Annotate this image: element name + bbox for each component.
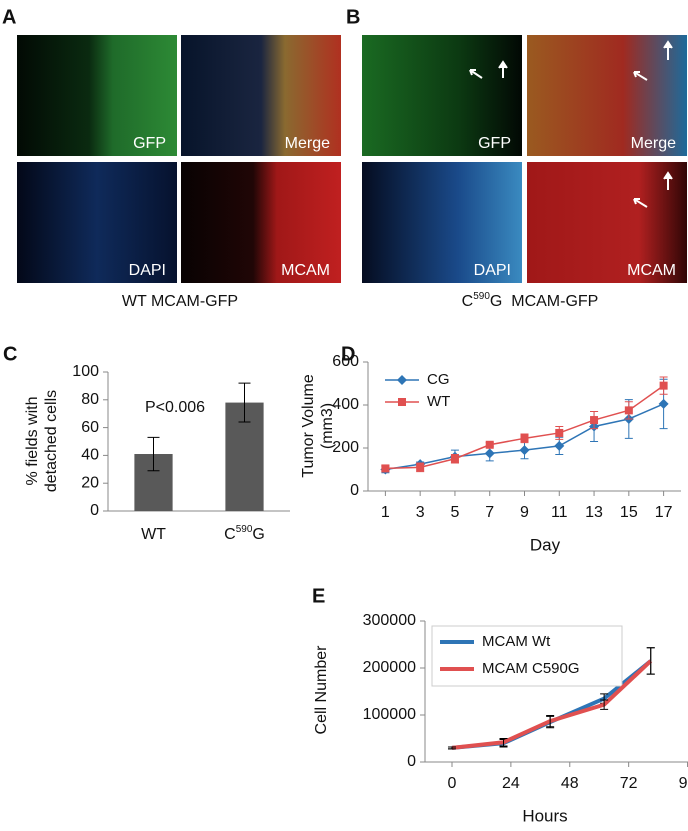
error-bar [646,647,655,675]
error-bar [546,714,555,728]
marker [624,406,633,415]
panel-label: E [312,585,325,607]
marker [485,440,494,449]
y-axis-label: Tumor Volume (mm3) [300,374,336,478]
y-label-line: Tumor Volume [300,374,317,478]
marker [659,381,668,390]
caption: C590G MCAM-GFP [462,291,599,311]
y-label-line: detached cells [43,390,60,492]
image-label: MCAM [281,262,330,279]
x-tick-label: 5 [450,504,459,521]
y-label-line: Cell Number [313,645,330,735]
micrograph [362,35,522,156]
micrograph [181,162,341,283]
error-bar [600,699,609,710]
panel-label: C [3,343,17,365]
marker [658,398,669,409]
x-tick-label: 3 [416,504,425,521]
marker [554,440,565,451]
y-tick-label: 80 [81,391,99,408]
y-tick-label: 200 [332,439,359,456]
micrograph [181,35,341,156]
image-label: GFP [133,135,166,152]
caption: WT MCAM-GFP [122,293,238,310]
error-bar [499,738,508,747]
x-tick-label: 96 [679,775,688,792]
x-tick-label: 13 [585,504,603,521]
marker [397,375,407,385]
image-label: MCAM [627,262,676,279]
x-tick-label: 48 [561,775,579,792]
image-label: GFP [478,135,511,152]
x-tick-label: 9 [520,504,529,521]
caption-sup: 590 [473,291,490,302]
image-label: DAPI [474,262,511,279]
error-bar [147,436,160,472]
micrograph [527,35,687,156]
x-tick-label: WT [141,526,166,543]
y-tick-label: 100 [72,363,99,380]
legend-box [431,625,623,687]
y-tick-label: 600 [332,353,359,370]
y-tick-label: 200000 [363,659,416,676]
arrows [469,40,673,208]
x-tick-label: 72 [620,775,638,792]
y-tick-label: 60 [81,419,99,436]
x-tick-label: 24 [502,775,520,792]
micrograph [17,35,177,156]
panel-label: A [2,6,16,28]
micrograph [362,162,522,283]
x-tick-label: 17 [655,504,673,521]
marker [416,463,425,472]
x-tick-label: 0 [448,775,457,792]
x-tick-label: C590G [224,524,265,544]
x-tick-part: C [224,526,236,543]
annotation: P<0.006 [145,399,205,416]
y-tick-label: 100000 [363,706,416,723]
x-axis-label: Hours [522,806,567,825]
micrograph [527,162,687,283]
error-bar [447,746,456,750]
legend-label: MCAM Wt [482,633,551,650]
x-tick-label: 7 [485,504,494,521]
legend-label: CG [427,371,450,388]
error-bar [238,382,251,423]
y-axis-label: Cell Number [313,645,330,735]
y-axis-label: % fields with detached cells [24,390,60,492]
panel-label: D [341,343,355,365]
x-axis-label: Day [530,535,561,554]
legend-label: MCAM C590G [482,660,580,677]
marker [590,416,599,425]
marker [450,454,459,463]
y-tick-label: 300000 [363,612,416,629]
panel-label: B [346,6,360,28]
marker [398,398,406,406]
image-label: DAPI [129,262,166,279]
x-tick-label: 11 [551,504,568,521]
micrograph [17,162,177,283]
y-tick-label: 40 [81,447,99,464]
caption-part: C [462,293,474,310]
y-tick-label: 0 [350,482,359,499]
x-tick-sup: 590 [236,524,253,535]
caption-part: G MCAM-GFP [490,293,598,310]
y-tick-label: 400 [332,396,359,413]
marker [520,434,529,443]
y-tick-label: 0 [407,753,416,770]
x-tick-part: G [252,526,264,543]
y-tick-label: 20 [81,474,99,491]
y-label-line: % fields with [24,397,41,486]
marker [484,448,495,459]
y-tick-label: 0 [90,502,99,519]
marker [555,428,564,437]
legend-label: WT [427,393,450,410]
x-tick-label: 1 [381,504,390,521]
image-label: Merge [285,135,330,152]
x-tick-label: 15 [620,504,638,521]
marker [381,464,390,473]
y-label-line: (mm3) [319,403,336,449]
marker [519,445,530,456]
image-label: Merge [631,135,676,152]
